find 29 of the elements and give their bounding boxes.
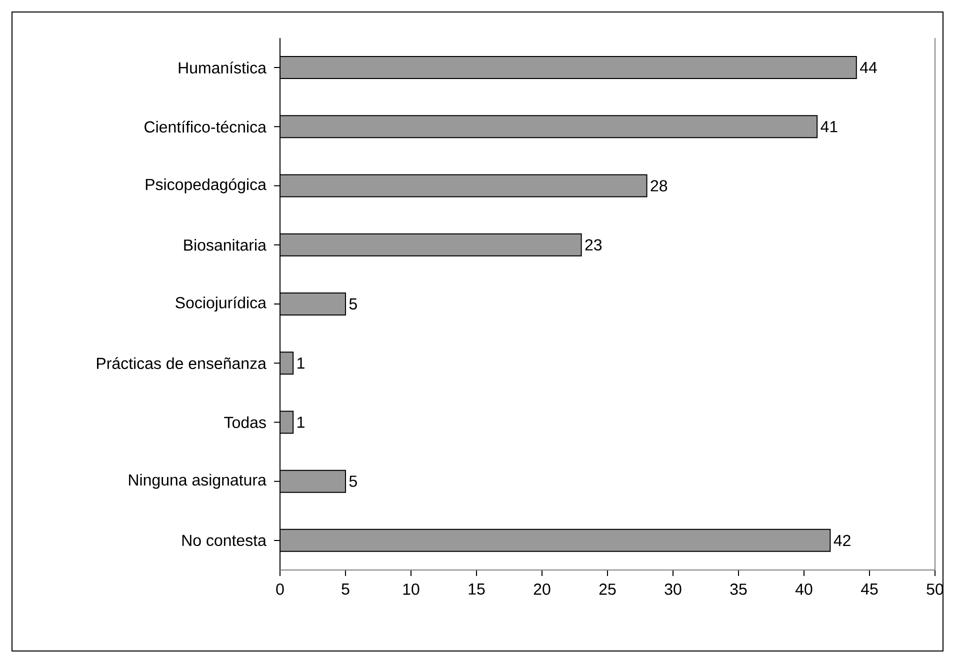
x-tick-label: 30 [664,584,682,595]
y-tick-label: No contesta [182,534,266,546]
x-tick-label: 45 [860,584,878,595]
x-tick-label: 25 [599,584,616,595]
y-tick-label: Biosanitaria [184,239,266,251]
x-tick-label: 10 [403,584,420,595]
data-label: 41 [820,121,838,132]
y-tick-label: Humanística [178,62,266,74]
x-tick-label: 5 [342,584,350,595]
y-tick-label: Ninguna asignatura [129,474,266,489]
y-tick-label: Científico-técnica [144,120,266,133]
data-label: 23 [585,239,602,251]
data-label: 1 [298,416,304,428]
x-tick-label: 20 [534,584,550,595]
x-tick-label: 40 [795,584,812,595]
y-tick-label: Prácticas de enseñanza [97,357,266,370]
y-tick-label: Psicopedagógica [146,178,266,194]
data-label: 44 [860,62,877,74]
x-tick-label: 15 [468,584,485,595]
data-label: 42 [834,534,850,546]
data-label: 1 [298,358,304,369]
data-label: 5 [349,476,357,487]
y-tick-label: Sociojurídica [176,296,266,312]
x-tick-label: 50 [926,584,944,595]
x-tick-label: 35 [730,584,747,595]
y-tick-label: Todas [224,416,266,428]
data-label: 28 [650,180,668,192]
data-label: 5 [349,298,357,310]
x-tick-label: 0 [276,584,284,595]
